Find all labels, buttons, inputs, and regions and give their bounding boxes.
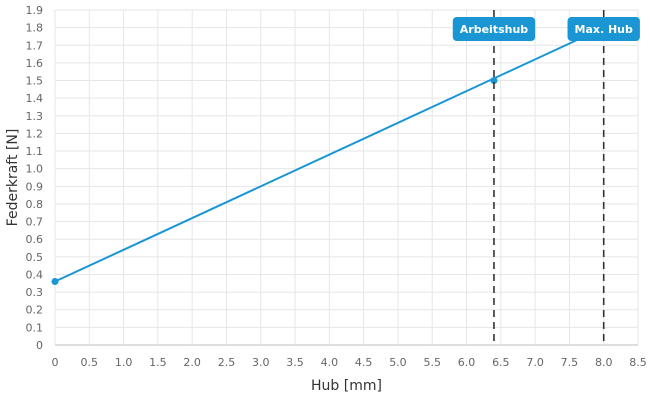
data-point	[490, 77, 498, 85]
x-tick-label: 6.0	[458, 356, 476, 369]
x-tick-label: 0	[52, 356, 59, 369]
x-tick-label: 4.0	[321, 356, 339, 369]
reference-lines: Arbeitshub Max. Hub	[452, 10, 640, 345]
grid	[54, 9, 639, 346]
x-tick-label: 7.0	[526, 356, 544, 369]
x-axis-ticks: 0 0.5 1.0 1.5 2.0 2.5 3.0 3.5 4.0 4.5 5.0 5.5 6.0 6.5…	[52, 356, 647, 369]
series-layer	[51, 26, 605, 286]
y-tick-label: 1.7	[26, 39, 44, 52]
y-tick-label: 0.1	[26, 321, 44, 334]
x-tick-label: 8.5	[629, 356, 647, 369]
y-tick-label: 1.5	[26, 75, 44, 88]
y-tick-label: 1.3	[26, 110, 44, 123]
reference-label: Arbeitshub	[460, 23, 529, 36]
x-tick-label: 3.5	[286, 356, 304, 369]
x-tick-label: 1.5	[149, 356, 167, 369]
y-tick-label: 0.2	[26, 304, 44, 317]
y-tick-label: 0.7	[26, 216, 44, 229]
y-tick-label: 0.8	[26, 198, 44, 211]
x-tick-label: 5.0	[389, 356, 407, 369]
y-tick-label: 0.5	[26, 251, 44, 264]
series-line	[54, 26, 605, 283]
y-axis-ticks: 0 0.1 0.2 0.3 0.4 0.5 0.6 0.7 0.8 0.9 1.0 1.1 1.2 1.3…	[26, 4, 44, 352]
y-tick-label: 1.9	[26, 4, 44, 17]
y-tick-label: 1.0	[26, 163, 44, 176]
x-tick-label: 1.0	[115, 356, 133, 369]
y-tick-label: 1.6	[26, 57, 44, 70]
y-tick-label: 0.4	[26, 268, 44, 281]
x-tick-label: 7.5	[561, 356, 579, 369]
x-tick-label: 0.5	[81, 356, 99, 369]
x-tick-label: 2.0	[183, 356, 201, 369]
reference-label: Max. Hub	[575, 23, 634, 36]
y-tick-label: 1.4	[26, 92, 44, 105]
x-axis-label: Hub [mm]	[311, 378, 382, 394]
x-tick-label: 4.5	[355, 356, 373, 369]
y-tick-label: 1.2	[26, 127, 44, 140]
x-tick-label: 5.5	[423, 356, 441, 369]
x-tick-label: 2.5	[218, 356, 236, 369]
y-tick-label: 0.9	[26, 180, 44, 193]
reference-badge: Arbeitshub	[452, 17, 536, 41]
badge-background	[567, 17, 640, 41]
y-tick-label: 1.8	[26, 22, 44, 35]
y-tick-label: 0.3	[26, 286, 44, 299]
badge-background	[452, 17, 536, 41]
y-tick-label: 1.1	[26, 145, 44, 158]
x-tick-label: 3.0	[252, 356, 270, 369]
x-tick-label: 6.5	[492, 356, 510, 369]
data-point	[51, 278, 59, 286]
reference-badge: Max. Hub	[567, 17, 640, 41]
y-tick-label: 0.6	[26, 233, 44, 246]
y-axis-label: Federkraft [N]	[5, 129, 21, 227]
x-tick-label: 8.0	[595, 356, 613, 369]
y-tick-label: 0	[36, 339, 43, 352]
